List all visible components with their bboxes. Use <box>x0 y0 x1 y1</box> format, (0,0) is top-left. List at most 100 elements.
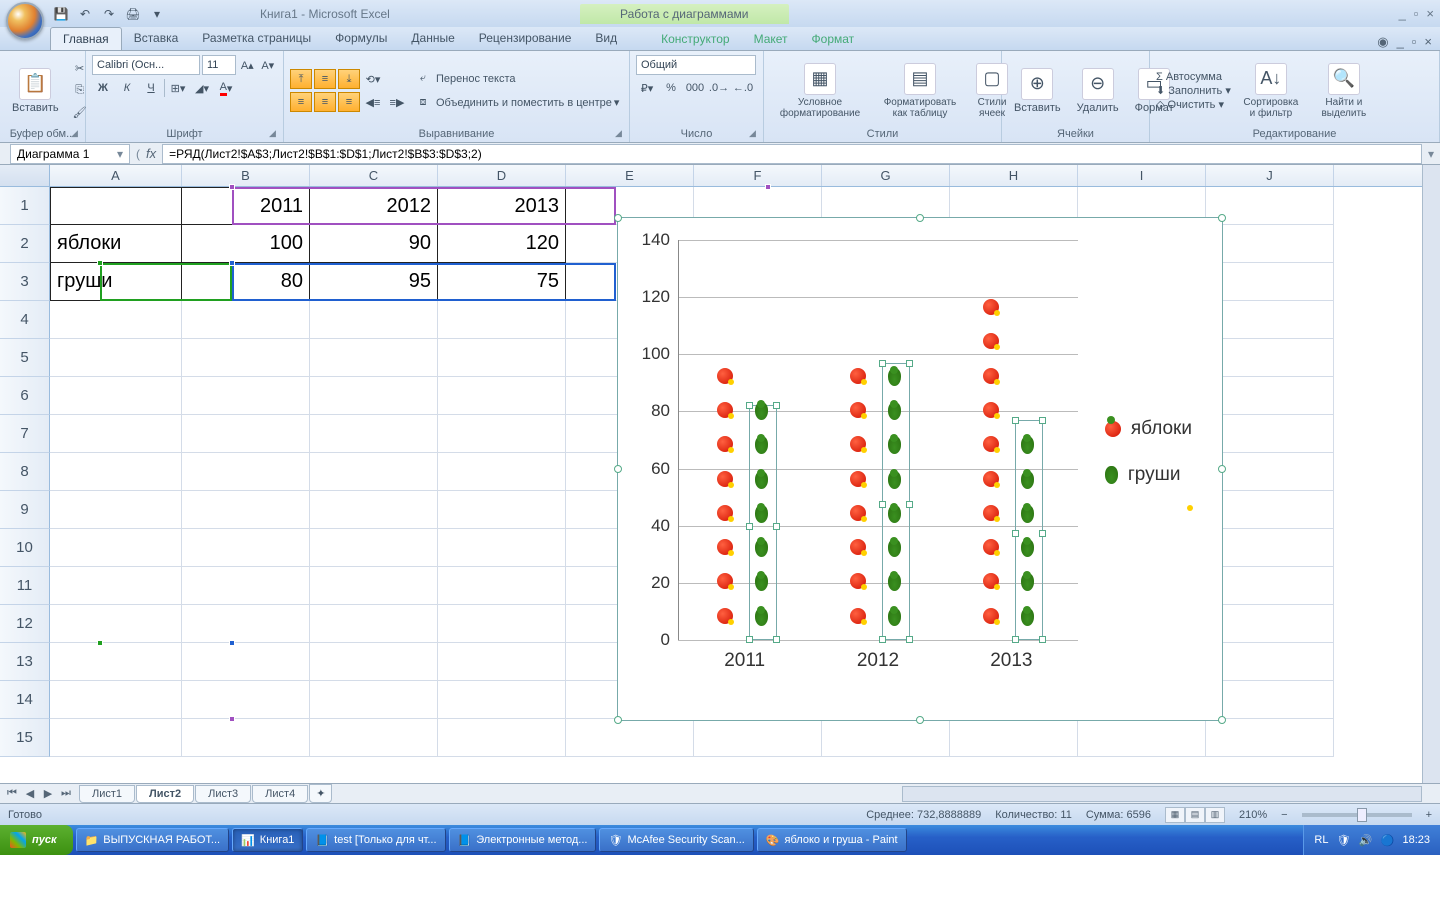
ribbon-tab-5[interactable]: Рецензирование <box>467 27 584 50</box>
row-header-11[interactable]: 11 <box>0 567 50 605</box>
cell-A5[interactable] <box>50 339 182 377</box>
comma-icon[interactable]: 000 <box>684 78 706 98</box>
cell-B12[interactable] <box>182 605 310 643</box>
dialog-launcher-icon[interactable]: ◢ <box>615 128 627 140</box>
align-middle-icon[interactable]: ≡ <box>314 69 336 89</box>
cell-C15[interactable] <box>310 719 438 757</box>
row-header-12[interactable]: 12 <box>0 605 50 643</box>
close-button[interactable]: × <box>1426 6 1434 21</box>
chart-tab-0[interactable]: Конструктор <box>649 28 741 50</box>
minimize-button[interactable]: _ <box>1399 6 1406 21</box>
cell-B4[interactable] <box>182 301 310 339</box>
row-header-14[interactable]: 14 <box>0 681 50 719</box>
cell-D10[interactable] <box>438 529 566 567</box>
cell-C12[interactable] <box>310 605 438 643</box>
qat-redo-icon[interactable]: ↷ <box>100 5 118 23</box>
cell-C14[interactable] <box>310 681 438 719</box>
cell-J15[interactable] <box>1206 719 1334 757</box>
font-size-select[interactable] <box>202 55 236 75</box>
col-header-D[interactable]: D <box>438 165 566 186</box>
format-table-button[interactable]: ▤Форматировать как таблицу <box>874 61 966 121</box>
row-header-15[interactable]: 15 <box>0 719 50 757</box>
dec-decimal-icon[interactable]: ←.0 <box>732 78 754 98</box>
taskbar-item[interactable]: 📊Книга1 <box>232 828 303 852</box>
col-header-G[interactable]: G <box>822 165 950 186</box>
row-header-8[interactable]: 8 <box>0 453 50 491</box>
normal-view-icon[interactable]: ▦ <box>1165 807 1185 823</box>
percent-icon[interactable]: % <box>660 78 682 98</box>
orientation-icon[interactable]: ⟲▾ <box>362 69 384 89</box>
taskbar-item[interactable]: 🛡McAfee Security Scan... <box>599 828 753 852</box>
cell-D13[interactable] <box>438 643 566 681</box>
cell-H15[interactable] <box>950 719 1078 757</box>
grow-font-icon[interactable]: A▴ <box>238 55 257 75</box>
fill-button[interactable]: ⬇ Заполнить ▾ <box>1156 84 1231 97</box>
doc-restore-icon[interactable]: ▫ <box>1412 34 1417 50</box>
qat-undo-icon[interactable]: ↶ <box>76 5 94 23</box>
cell-D9[interactable] <box>438 491 566 529</box>
col-header-I[interactable]: I <box>1078 165 1206 186</box>
cell-D7[interactable] <box>438 415 566 453</box>
cell-J9[interactable] <box>1206 491 1334 529</box>
start-button[interactable]: пуск <box>0 825 73 855</box>
ribbon-tab-4[interactable]: Данные <box>399 27 466 50</box>
horizontal-scrollbar[interactable] <box>902 786 1422 802</box>
page-break-icon[interactable]: ▥ <box>1205 807 1225 823</box>
cell-J2[interactable] <box>1206 225 1334 263</box>
tray-volume-icon[interactable]: 🔊 <box>1358 833 1372 847</box>
cell-A9[interactable] <box>50 491 182 529</box>
tray-clock[interactable]: 18:23 <box>1402 834 1430 846</box>
qat-save-icon[interactable]: 💾 <box>52 5 70 23</box>
cell-E15[interactable] <box>566 719 694 757</box>
cell-J5[interactable] <box>1206 339 1334 377</box>
inc-decimal-icon[interactable]: .0→ <box>708 78 730 98</box>
cell-J4[interactable] <box>1206 301 1334 339</box>
sheet-last-icon[interactable]: ⏭ <box>58 787 74 800</box>
taskbar-item[interactable]: 📘Электронные метод... <box>449 828 597 852</box>
sheet-tab-Лист4[interactable]: Лист4 <box>252 785 308 803</box>
cell-C4[interactable] <box>310 301 438 339</box>
row-header-2[interactable]: 2 <box>0 225 50 263</box>
paste-button[interactable]: 📋 Вставить <box>6 66 65 116</box>
cell-D11[interactable] <box>438 567 566 605</box>
taskbar-item[interactable]: 🎨яблоко и груша - Paint <box>757 828 907 852</box>
row-header-7[interactable]: 7 <box>0 415 50 453</box>
name-box[interactable]: Диаграмма 1▾ <box>10 144 130 164</box>
cell-A6[interactable] <box>50 377 182 415</box>
row-header-1[interactable]: 1 <box>0 187 50 225</box>
cell-J11[interactable] <box>1206 567 1334 605</box>
cell-A15[interactable] <box>50 719 182 757</box>
cell-J10[interactable] <box>1206 529 1334 567</box>
cell-J13[interactable] <box>1206 643 1334 681</box>
cell-J7[interactable] <box>1206 415 1334 453</box>
cell-J14[interactable] <box>1206 681 1334 719</box>
col-header-H[interactable]: H <box>950 165 1078 186</box>
zoom-slider[interactable] <box>1302 813 1412 817</box>
worksheet-grid[interactable]: ABCDEFGHIJ 123456789101112131415 2011201… <box>0 165 1440 783</box>
cell-C9[interactable] <box>310 491 438 529</box>
qat-print-icon[interactable]: 🖨 <box>124 5 142 23</box>
cell-D4[interactable] <box>438 301 566 339</box>
cell-A13[interactable] <box>50 643 182 681</box>
ribbon-tab-1[interactable]: Вставка <box>122 27 191 50</box>
cell-A4[interactable] <box>50 301 182 339</box>
taskbar-item[interactable]: 📁ВЫПУСКНАЯ РАБОТ... <box>76 828 230 852</box>
bold-button[interactable]: Ж <box>92 78 114 98</box>
merge-center-button[interactable]: ⧈Объединить и поместить в центре ▾ <box>412 93 619 113</box>
find-select-button[interactable]: 🔍Найти и выделить <box>1311 61 1377 121</box>
cell-A11[interactable] <box>50 567 182 605</box>
cell-J3[interactable] <box>1206 263 1334 301</box>
cell-B11[interactable] <box>182 567 310 605</box>
cell-B15[interactable] <box>182 719 310 757</box>
delete-cells-button[interactable]: ⊖Удалить <box>1071 66 1125 116</box>
sheet-prev-icon[interactable]: ◀ <box>22 787 38 800</box>
legend-item-apples[interactable]: яблоки <box>1105 418 1192 440</box>
cell-F15[interactable] <box>694 719 822 757</box>
cell-A12[interactable] <box>50 605 182 643</box>
cell-C3[interactable]: 95 <box>310 263 438 301</box>
cell-B9[interactable] <box>182 491 310 529</box>
sheet-next-icon[interactable]: ▶ <box>40 787 56 800</box>
cell-B3[interactable]: 80 <box>182 263 310 301</box>
align-bottom-icon[interactable]: ⤓ <box>338 69 360 89</box>
cell-D2[interactable]: 120 <box>438 225 566 263</box>
